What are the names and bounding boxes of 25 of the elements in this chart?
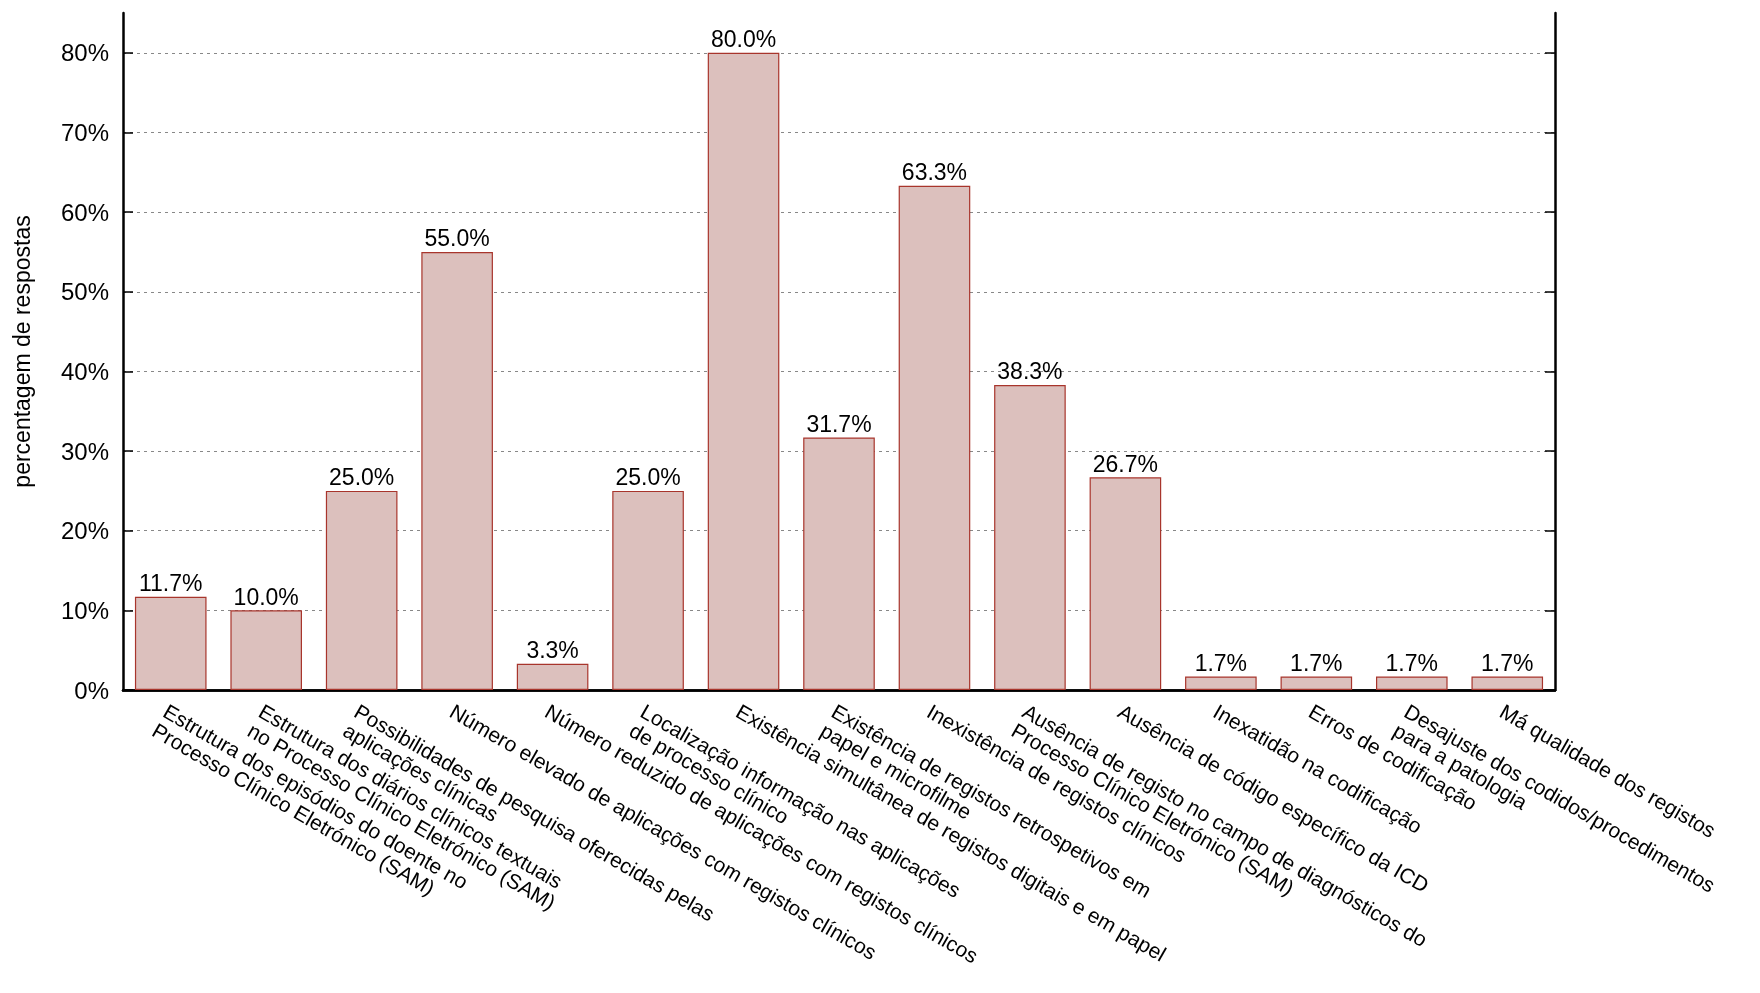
y-tick-label: 60% bbox=[60, 198, 109, 226]
data-label: 25.0% bbox=[329, 464, 395, 491]
data-label: 1.7% bbox=[1385, 649, 1439, 676]
data-label: 80.0% bbox=[710, 26, 777, 53]
data-label: 55.0% bbox=[424, 225, 490, 252]
data-label: 10.0% bbox=[233, 583, 299, 610]
data-label: 1.7% bbox=[1481, 649, 1534, 676]
y-axis-title: percentagem de respostas bbox=[8, 215, 35, 488]
data-label: 31.7% bbox=[806, 411, 872, 438]
data-label: 26.7% bbox=[1092, 450, 1159, 477]
y-tick-label: 0% bbox=[74, 676, 109, 704]
data-label: 1.7% bbox=[1290, 649, 1343, 676]
y-tick-label: 40% bbox=[60, 357, 109, 385]
data-label: 3.3% bbox=[526, 637, 579, 664]
data-label: 1.7% bbox=[1194, 649, 1248, 676]
y-tick-label: 70% bbox=[60, 118, 109, 146]
data-label: 25.0% bbox=[615, 464, 681, 491]
data-label: 38.3% bbox=[997, 358, 1063, 385]
data-label: 63.3% bbox=[901, 159, 968, 186]
y-tick-label: 20% bbox=[60, 517, 109, 545]
y-tick-label: 50% bbox=[60, 278, 109, 306]
y-tick-label: 30% bbox=[60, 437, 109, 465]
y-tick-label: 10% bbox=[60, 596, 109, 624]
data-label: 11.7% bbox=[138, 570, 203, 597]
y-tick-label: 80% bbox=[60, 39, 109, 67]
